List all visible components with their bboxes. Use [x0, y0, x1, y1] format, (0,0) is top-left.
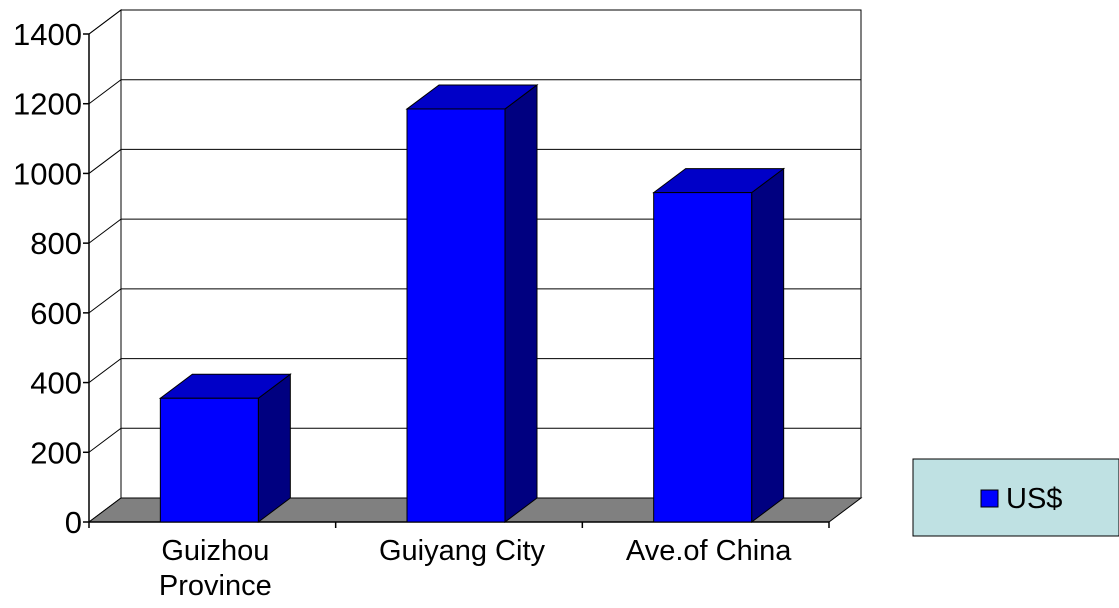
- bar-side: [504, 83, 538, 523]
- gridline: [88, 218, 861, 244]
- bar-side: [257, 373, 291, 523]
- gridline: [88, 427, 861, 453]
- x-category-label: Guizhou: [161, 535, 269, 567]
- gridline: [88, 148, 861, 174]
- bar: [159, 397, 259, 523]
- legend-label: US$: [1006, 483, 1062, 515]
- gridline: [88, 358, 861, 383]
- y-tick-label: 1000: [13, 156, 82, 191]
- side-wall: [88, 9, 122, 523]
- gridline: [88, 9, 861, 35]
- y-tick-label: 800: [30, 226, 82, 261]
- y-tick-label: 1400: [13, 17, 82, 52]
- x-category-label: Province: [159, 570, 272, 602]
- y-tick-label: 1200: [13, 87, 82, 122]
- legend-swatch: [980, 489, 999, 508]
- y-tick-label: 0: [65, 505, 82, 540]
- bar: [653, 192, 753, 523]
- x-category-label: Guiyang City: [379, 535, 546, 567]
- y-tick-label: 600: [30, 296, 82, 331]
- gridline: [88, 288, 861, 314]
- y-tick-label: 200: [30, 435, 82, 470]
- gridline: [88, 79, 861, 105]
- x-category-label: Ave.of China: [626, 535, 792, 567]
- bar: [406, 108, 506, 523]
- y-tick-label: 400: [30, 366, 82, 401]
- legend-box: [912, 458, 1119, 537]
- bar-side: [751, 167, 785, 523]
